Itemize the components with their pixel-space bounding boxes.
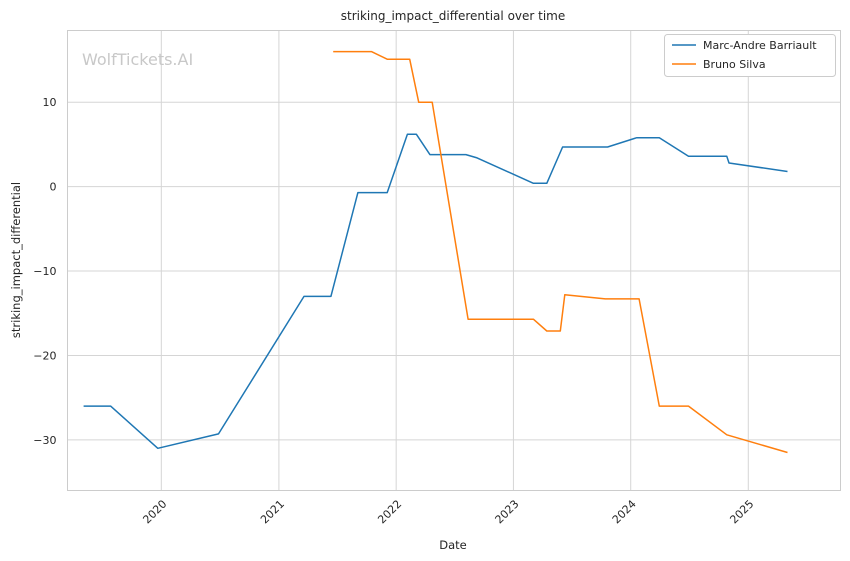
y-tick-label: −30 [33, 434, 56, 447]
x-axis-label: Date [439, 538, 467, 552]
series-lines [83, 50, 788, 454]
grid [67, 30, 841, 491]
series-line-bruno-silva [333, 50, 788, 454]
legend-label-marc-andre-barriault: Marc-Andre Barriault [703, 39, 817, 52]
legend-label-bruno-silva: Bruno Silva [703, 58, 766, 71]
series-line-marc-andre-barriault [83, 133, 788, 450]
plot-frame [67, 30, 841, 491]
legend: Marc-Andre Barriault Bruno Silva [664, 34, 836, 77]
y-tick-label: −20 [33, 349, 56, 362]
legend-box [664, 34, 836, 77]
x-tick-label-2020: 2020 [140, 497, 169, 526]
y-tick-label: −10 [33, 265, 56, 278]
y-axis-label: striking_impact_differential [9, 182, 23, 338]
x-tick-label-2024: 2024 [610, 497, 639, 526]
chart-title: striking_impact_differential over time [341, 9, 566, 23]
y-tick-label: 10 [43, 96, 57, 109]
x-axis-ticks: 2020 2021 2022 2023 2024 2025 [140, 497, 756, 526]
x-tick-label-2023: 2023 [493, 497, 522, 526]
x-tick-label-2021: 2021 [258, 497, 287, 526]
x-tick-label-2025: 2025 [727, 497, 756, 526]
watermark: WolfTickets.AI [82, 50, 193, 69]
x-tick-label-2022: 2022 [375, 497, 404, 526]
y-axis-ticks: −30 −20 −10 0 10 [33, 96, 56, 447]
y-tick-label: 0 [50, 181, 57, 194]
